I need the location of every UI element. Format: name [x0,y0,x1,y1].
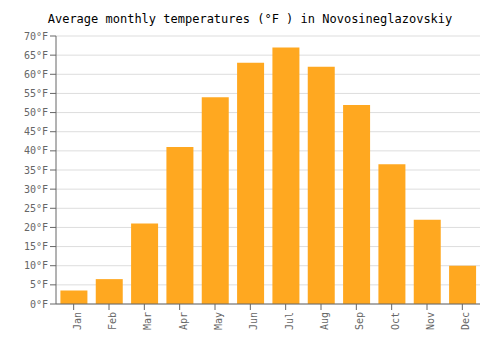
svg-text:20°F: 20°F [24,222,48,233]
svg-text:30°F: 30°F [24,184,48,195]
svg-text:0°F: 0°F [30,299,48,310]
svg-text:Sep: Sep [354,312,365,330]
svg-text:5°F: 5°F [30,279,48,290]
svg-text:Mar: Mar [142,312,153,330]
html-text:Average monthly temperatures (: Average monthly temperatures (°F ) in No… [47,12,453,26]
svg-text:55°F: 55°F [24,88,48,99]
svg-text:Feb: Feb [107,312,118,330]
svg-text:10°F: 10°F [24,260,48,271]
svg-text:65°F: 65°F [24,50,48,61]
svg-text:50°F: 50°F [24,107,48,118]
svg-text:15°F: 15°F [24,241,48,252]
svg-text:Dec: Dec [460,312,471,330]
svg-text:Jun: Jun [248,312,259,330]
svg-text:Jan: Jan [72,312,83,330]
svg-text:Nov: Nov [425,312,436,330]
svg-text:Apr: Apr [178,312,189,330]
svg-text:Jul: Jul [284,312,295,330]
svg-text:70°F: 70°F [24,31,48,42]
svg-text:May: May [213,312,224,330]
svg-text:35°F: 35°F [24,165,48,176]
svg-text:Oct: Oct [390,312,401,330]
svg-text:25°F: 25°F [24,203,48,214]
svg-text:Aug: Aug [319,312,330,330]
svg-text:45°F: 45°F [24,126,48,137]
svg-text:40°F: 40°F [24,145,48,156]
svg-text:60°F: 60°F [24,69,48,80]
